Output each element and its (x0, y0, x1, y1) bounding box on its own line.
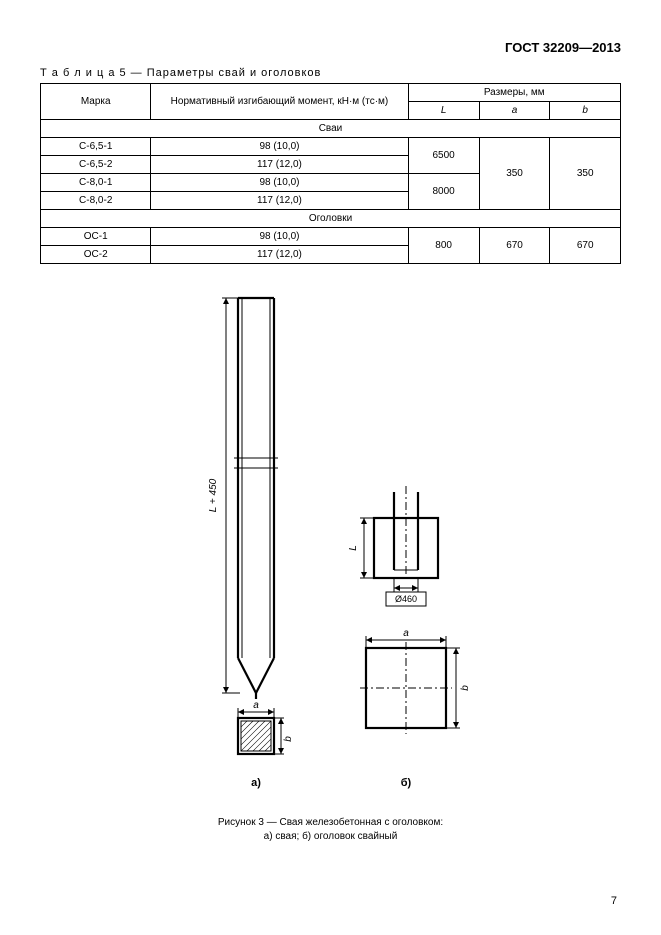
document-header: ГОСТ 32209—2013 (40, 40, 621, 55)
figure-svg: L + 450 a b а) L Ø460 a b б) (166, 288, 496, 808)
table-caption: Т а б л и ц а 5 — Параметры свай и оголо… (40, 67, 621, 79)
cell-L: 8000 (408, 174, 479, 210)
cell-b: 350 (550, 138, 621, 210)
th-moment: Нормативный изгибающий момент, кН·м (тс·… (151, 84, 408, 120)
svg-text:б): б) (400, 777, 411, 789)
svg-text:L: L (348, 545, 359, 551)
cell-a: 670 (479, 228, 550, 264)
cell-L: 800 (408, 228, 479, 264)
figure-caption-line1: Рисунок 3 — Свая железобетонная с оголов… (218, 817, 443, 828)
page-number: 7 (611, 895, 617, 907)
svg-text:b: b (460, 685, 471, 691)
svg-text:Ø460: Ø460 (394, 594, 416, 604)
th-a: a (479, 102, 550, 120)
th-sizes: Размеры, мм (408, 84, 621, 102)
cell-moment: 98 (10,0) (151, 174, 408, 192)
params-table: Марка Нормативный изгибающий момент, кН·… (40, 83, 621, 264)
svg-text:а): а) (251, 777, 261, 789)
cell-moment: 98 (10,0) (151, 228, 408, 246)
cell-marka: С-6,5-2 (41, 156, 151, 174)
table-caption-text: Параметры свай и оголовков (147, 67, 322, 79)
cell-moment: 117 (12,0) (151, 192, 408, 210)
cell-a: 350 (479, 138, 550, 210)
cell-marka: ОС-1 (41, 228, 151, 246)
svg-text:b: b (283, 736, 294, 742)
th-L: L (408, 102, 479, 120)
figure-caption: Рисунок 3 — Свая железобетонная с оголов… (40, 816, 621, 844)
cell-moment: 117 (12,0) (151, 246, 408, 264)
cell-L: 6500 (408, 138, 479, 174)
svg-text:a: a (403, 628, 409, 639)
cell-b: 670 (550, 228, 621, 264)
section-svai: Сваи (41, 120, 621, 138)
cell-moment: 117 (12,0) (151, 156, 408, 174)
cell-marka: С-6,5-1 (41, 138, 151, 156)
table-caption-prefix: Т а б л и ц а 5 — (40, 67, 147, 79)
svg-text:a: a (253, 700, 259, 711)
table-row: ОС-1 98 (10,0) 800 670 670 (41, 228, 621, 246)
cell-marka: ОС-2 (41, 246, 151, 264)
cell-moment: 98 (10,0) (151, 138, 408, 156)
figure-caption-line2: а) свая; б) оголовок свайный (264, 831, 398, 842)
th-b: b (550, 102, 621, 120)
th-marka: Марка (41, 84, 151, 120)
cell-marka: С-8,0-2 (41, 192, 151, 210)
cell-marka: С-8,0-1 (41, 174, 151, 192)
section-ogolovki: Оголовки (41, 210, 621, 228)
table-row: С-6,5-1 98 (10,0) 6500 350 350 (41, 138, 621, 156)
svg-text:L + 450: L + 450 (208, 478, 219, 512)
figure-3: L + 450 a b а) L Ø460 a b б) (40, 288, 621, 808)
